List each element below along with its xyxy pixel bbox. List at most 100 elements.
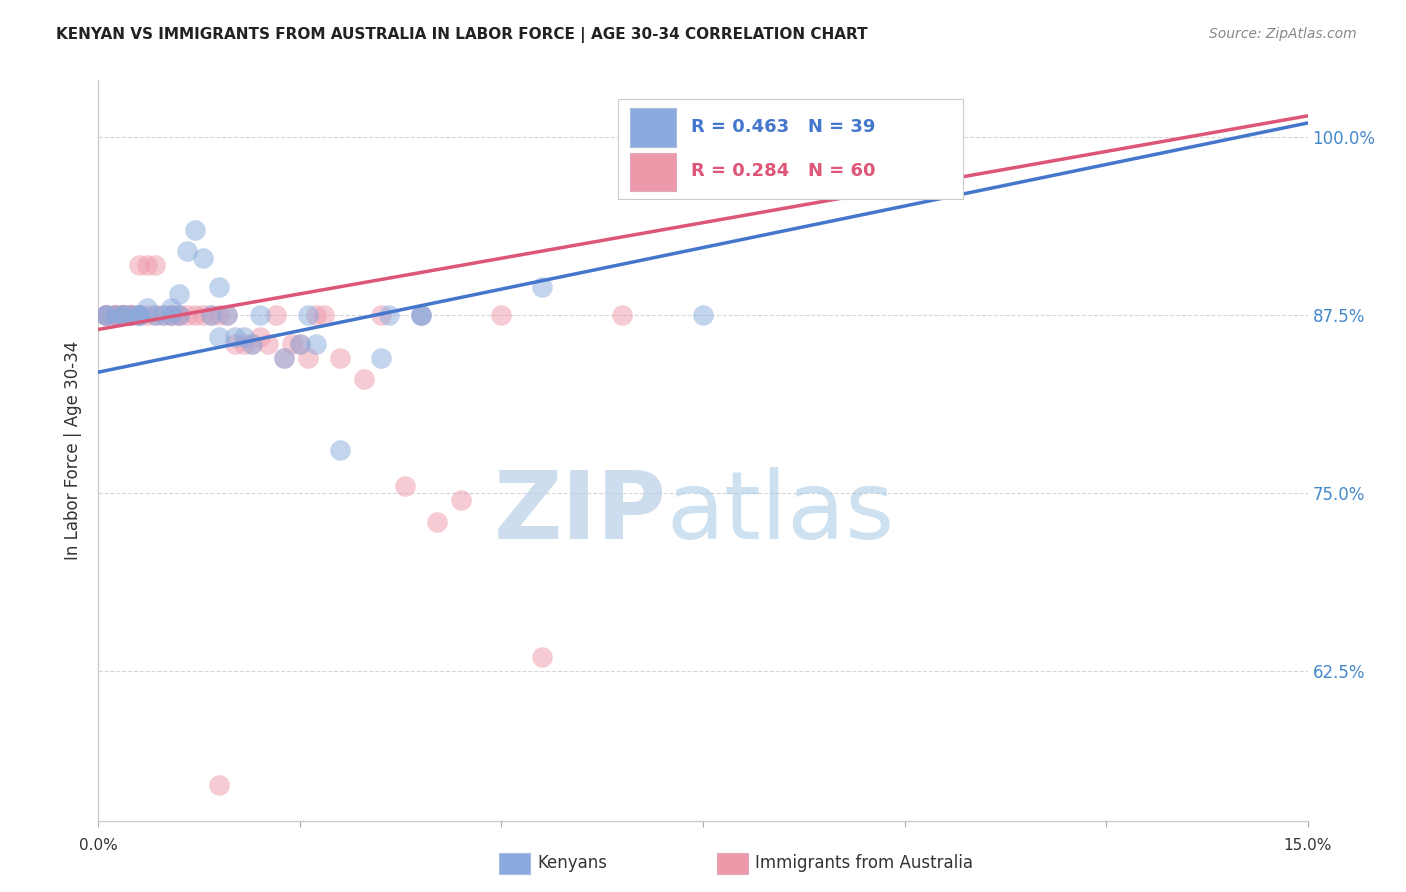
Point (135, 258, 157, 272)
Point (491, 308, 513, 322)
Point (103, 308, 125, 322)
Bar (630, 109, 676, 147)
Point (612, 308, 634, 322)
Point (329, 351, 352, 365)
Point (193, 252, 215, 266)
Point (111, 308, 134, 322)
Point (143, 258, 166, 272)
Point (200, 308, 222, 322)
Bar (619, 99, 963, 199)
Point (394, 479, 416, 493)
Point (249, 308, 271, 322)
Point (128, 258, 150, 272)
Point (96, 308, 118, 322)
Text: R = 0.284   N = 60: R = 0.284 N = 60 (690, 162, 876, 180)
Point (217, 308, 239, 322)
Point (167, 308, 190, 322)
Point (184, 223, 207, 237)
Point (103, 308, 125, 322)
Text: 15.0%: 15.0% (1284, 838, 1331, 853)
Point (256, 336, 278, 351)
Point (264, 308, 287, 322)
Point (370, 351, 392, 365)
Text: KENYAN VS IMMIGRANTS FROM AUSTRALIA IN LABOR FORCE | AGE 30-34 CORRELATION CHART: KENYAN VS IMMIGRANTS FROM AUSTRALIA IN L… (56, 27, 868, 43)
Point (217, 308, 239, 322)
Point (353, 372, 375, 386)
Point (733, 130, 755, 145)
Point (96, 308, 118, 322)
Point (314, 308, 336, 322)
Point (103, 308, 125, 322)
Point (160, 308, 183, 322)
Point (305, 336, 328, 351)
Text: ZIP: ZIP (494, 467, 666, 559)
Point (103, 308, 125, 322)
Point (176, 308, 198, 322)
Point (96, 308, 118, 322)
Point (249, 329, 271, 343)
Point (224, 336, 246, 351)
Point (184, 308, 207, 322)
Point (240, 336, 263, 351)
Point (120, 308, 142, 322)
Point (143, 308, 166, 322)
Point (120, 308, 142, 322)
Point (377, 308, 399, 322)
Point (160, 308, 183, 322)
Point (450, 493, 472, 508)
Point (193, 308, 215, 322)
Point (120, 308, 142, 322)
Point (273, 351, 295, 365)
Point (273, 351, 295, 365)
Bar (630, 153, 676, 191)
Text: Source: ZipAtlas.com: Source: ZipAtlas.com (1209, 27, 1357, 41)
Point (240, 336, 263, 351)
Point (120, 308, 142, 322)
Point (167, 286, 190, 301)
Point (128, 308, 150, 322)
Point (135, 308, 157, 322)
Point (167, 308, 190, 322)
Point (120, 308, 142, 322)
Point (111, 308, 134, 322)
Point (329, 443, 352, 458)
Text: R = 0.463   N = 39: R = 0.463 N = 39 (690, 118, 876, 136)
Point (176, 244, 198, 259)
Point (152, 308, 174, 322)
Point (96, 308, 118, 322)
Y-axis label: In Labor Force | Age 30-34: In Labor Force | Age 30-34 (65, 341, 83, 560)
Point (111, 308, 134, 322)
Point (208, 308, 231, 322)
Point (128, 308, 150, 322)
Point (111, 308, 134, 322)
Text: atlas: atlas (666, 467, 896, 559)
Text: Kenyans: Kenyans (537, 855, 607, 872)
Point (160, 301, 183, 315)
Point (111, 308, 134, 322)
Point (288, 336, 311, 351)
Point (160, 308, 183, 322)
Point (232, 336, 254, 351)
Point (232, 329, 254, 343)
Point (370, 308, 392, 322)
Point (111, 308, 134, 322)
Point (200, 308, 222, 322)
Point (288, 336, 311, 351)
Point (692, 308, 714, 322)
Point (208, 279, 231, 293)
Point (281, 336, 304, 351)
Point (128, 308, 150, 322)
Point (135, 301, 157, 315)
Point (208, 778, 231, 792)
Point (224, 329, 246, 343)
Point (167, 308, 190, 322)
Point (297, 308, 319, 322)
Point (143, 308, 166, 322)
Point (530, 279, 553, 293)
Point (297, 351, 319, 365)
Point (305, 308, 328, 322)
Point (96, 308, 118, 322)
Point (103, 308, 125, 322)
Point (208, 329, 231, 343)
Point (96, 308, 118, 322)
